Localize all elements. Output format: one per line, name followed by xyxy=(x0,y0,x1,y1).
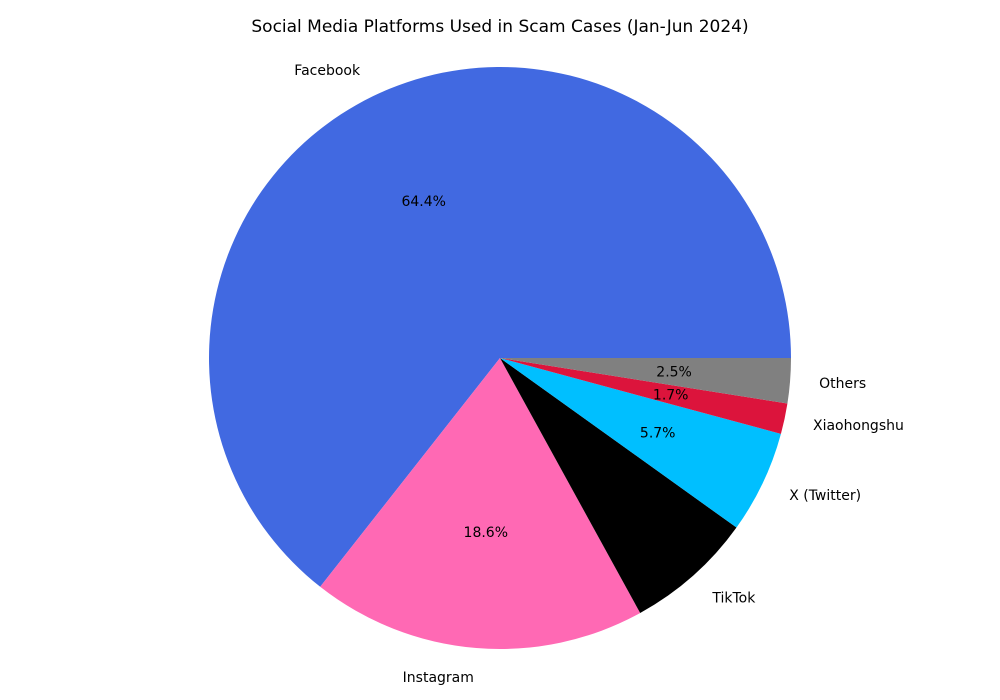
pie-slices-group xyxy=(208,67,791,650)
category-label-instagram: Instagram xyxy=(403,670,474,686)
pie-slice-facebook xyxy=(208,67,791,587)
pct-label-others: 2.5% xyxy=(656,365,692,381)
pie-slice-xiaohongshu xyxy=(500,358,788,434)
pie-labels-group: 64.4% Facebook 18.6% Instagram 7.1% TikTok 5.7… xyxy=(294,63,904,686)
pct-label-xiaohongshu: 1.7% xyxy=(653,387,689,403)
pct-label-x-twitter: 5.7% xyxy=(640,426,676,442)
pie-slice-others xyxy=(500,358,791,404)
category-label-x-twitter: X (Twitter) xyxy=(789,488,861,504)
pie-slice-tiktok xyxy=(500,358,737,614)
pie-slice-x-twitter xyxy=(500,358,781,528)
pct-label-instagram: 18.6% xyxy=(464,525,508,541)
pct-label-tiktok: 7.1% xyxy=(598,482,634,498)
category-label-tiktok: TikTok xyxy=(711,590,756,606)
chart-title: Social Media Platforms Used in Scam Case… xyxy=(251,17,748,37)
category-label-others: Others xyxy=(819,376,866,392)
pct-label-facebook: 64.4% xyxy=(401,194,445,210)
pie-slice-instagram xyxy=(320,358,641,650)
category-label-facebook: Facebook xyxy=(294,63,361,79)
category-label-xiaohongshu: Xiaohongshu xyxy=(813,418,904,434)
